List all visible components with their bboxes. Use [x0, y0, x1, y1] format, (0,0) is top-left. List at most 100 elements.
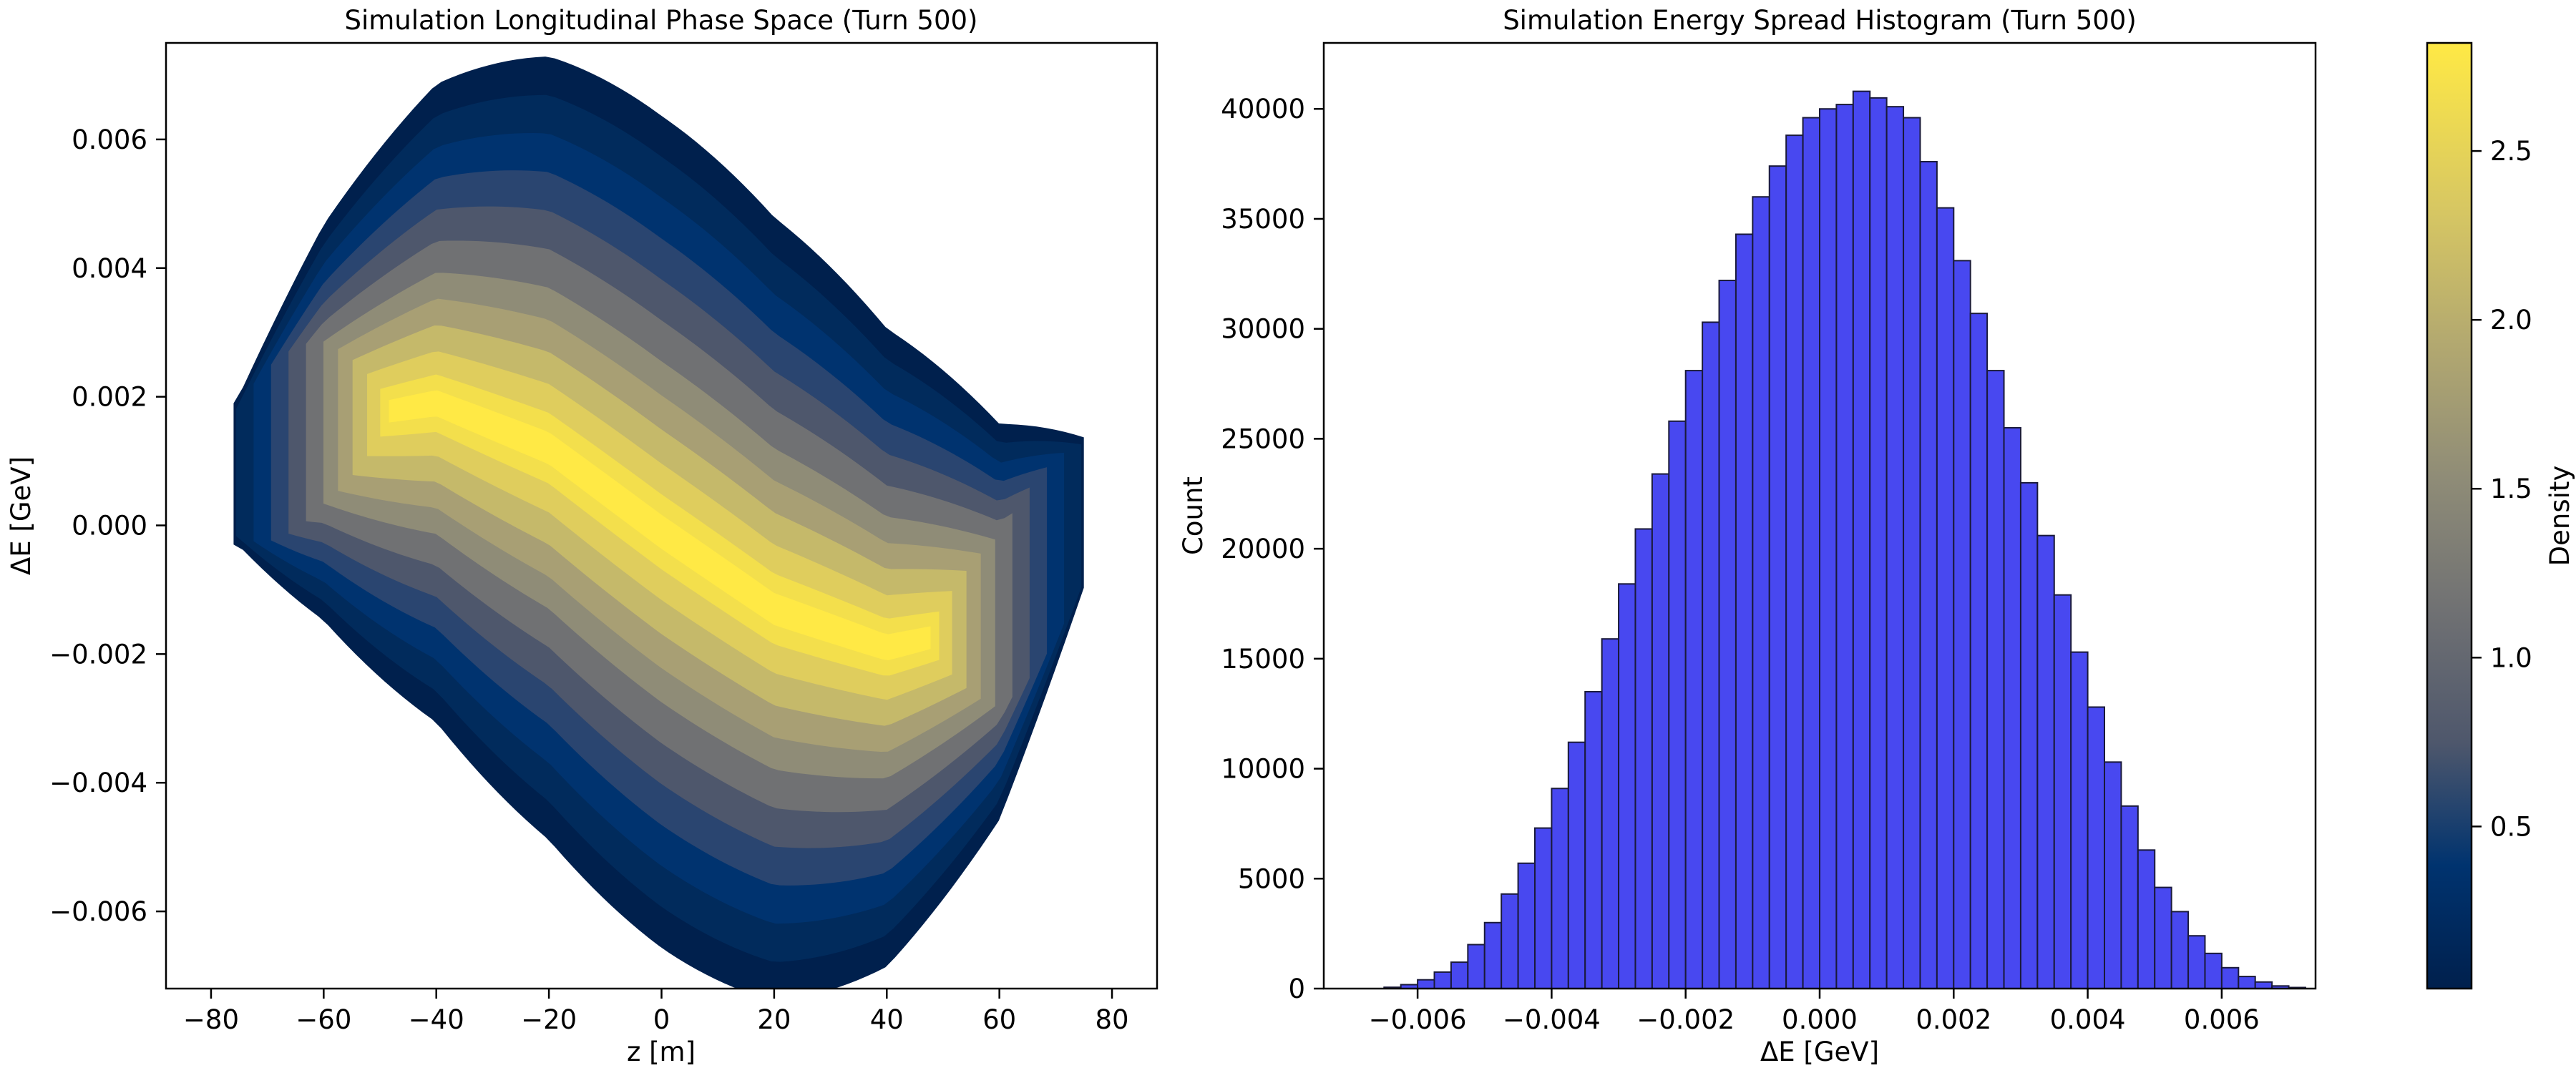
- histogram-y-tick-label: 0: [1288, 974, 1305, 1004]
- histogram-bar: [1835, 104, 1854, 989]
- histogram-x-tick-label: −0.004: [1503, 1004, 1601, 1035]
- histogram-y-axis: 0 5000 10000 15000 20000 25000 30000 35000 40000: [1221, 94, 1324, 1004]
- histogram-bar: [2204, 952, 2223, 990]
- histogram-x-tick-label: −0.002: [1636, 1004, 1735, 1035]
- histogram-bar: [1819, 108, 1838, 990]
- histogram-bar: [2120, 805, 2139, 989]
- histogram-y-tick-label: 15000: [1221, 644, 1305, 675]
- histogram-bar: [2170, 911, 2190, 990]
- histogram-bar: [1702, 321, 1720, 989]
- colorbar-gradient: [2426, 41, 2473, 990]
- phase-space-y-tick-label: 0.006: [72, 124, 147, 155]
- histogram-bar: [1551, 788, 1569, 989]
- histogram-y-tick-label: 35000: [1221, 204, 1305, 235]
- histogram-bar: [1651, 473, 1670, 989]
- histogram-bar: [1936, 207, 1955, 989]
- colorbar-tick-label: 0.5: [2490, 811, 2532, 842]
- histogram-y-tick-label: 20000: [1221, 534, 1305, 564]
- phase-space-x-axis: −80 −60 −40 −20 0 20 40 60 80: [183, 989, 1129, 1035]
- density-contour-level-12: [389, 390, 931, 661]
- colorbar-tick-label: 1.0: [2490, 642, 2532, 673]
- histogram-bar: [1433, 971, 1452, 990]
- histogram-bar: [2154, 886, 2172, 990]
- colorbar-label: Density: [2545, 466, 2575, 567]
- histogram-y-tick-label: 10000: [1221, 754, 1305, 785]
- phase-space-x-tick-label: −80: [183, 1004, 239, 1035]
- histogram-bar: [2053, 594, 2072, 989]
- colorbar: 0.5 1.0 1.5 2.0 2.5 Density: [2426, 41, 2575, 990]
- phase-space-y-axis-label: ΔE [GeV]: [6, 456, 36, 575]
- colorbar-tick-label: 1.5: [2490, 474, 2532, 504]
- histogram-bar: [1718, 280, 1737, 989]
- histogram-y-tick-label: 30000: [1221, 314, 1305, 345]
- histogram-bar: [1969, 313, 1989, 989]
- histogram-bar: [1852, 90, 1871, 989]
- histogram-x-tick-label: 0.004: [2050, 1004, 2126, 1035]
- phase-space-x-tick-label: 80: [1095, 1004, 1128, 1035]
- phase-space-y-axis: −0.006 −0.004 −0.002 0.000 0.002 0.004 0.006: [49, 124, 166, 927]
- histogram-bar: [2003, 427, 2021, 989]
- phase-space-x-tick-label: 20: [757, 1004, 791, 1035]
- histogram-bar: [1417, 979, 1435, 989]
- histogram-bar: [1634, 528, 1653, 989]
- phase-space-x-tick-label: −40: [409, 1004, 464, 1035]
- histogram-bars: [1383, 90, 2306, 990]
- histogram-x-tick-label: 0.002: [1916, 1004, 1991, 1035]
- histogram-bar: [1752, 196, 1770, 989]
- histogram-bar: [2238, 976, 2256, 989]
- histogram-bar: [2137, 849, 2156, 990]
- histogram-x-tick-label: 0.000: [1782, 1004, 1858, 1035]
- histogram-bar: [1802, 117, 1821, 989]
- phase-space-x-tick-label: 40: [870, 1004, 904, 1035]
- histogram-bar: [1684, 370, 1704, 989]
- phase-space-x-tick-label: −60: [296, 1004, 351, 1035]
- histogram-bar: [1467, 944, 1485, 989]
- histogram-bar: [1533, 827, 1553, 989]
- phase-space-y-tick-label: 0.000: [72, 510, 147, 541]
- histogram-bar: [2070, 651, 2089, 989]
- phase-space-y-tick-label: 0.004: [72, 253, 147, 284]
- colorbar-axis: 0.5 1.0 1.5 2.0 2.5: [2472, 136, 2532, 842]
- phase-space-x-tick-label: −20: [521, 1004, 577, 1035]
- histogram-bar: [1668, 420, 1687, 989]
- phase-space-title: Simulation Longitudinal Phase Space (Tur…: [344, 5, 977, 36]
- histogram-bar: [1785, 134, 1804, 989]
- histogram-bar: [1618, 583, 1636, 989]
- phase-space-x-axis-label: z [m]: [627, 1037, 696, 1067]
- histogram-y-tick-label: 5000: [1238, 863, 1305, 894]
- histogram-bar: [1903, 117, 1921, 989]
- histogram-bar: [1483, 921, 1503, 990]
- phase-space-y-tick-label: −0.002: [49, 639, 147, 670]
- histogram-bar: [1501, 893, 1519, 990]
- histogram-x-tick-label: −0.006: [1369, 1004, 1467, 1035]
- histogram-bar: [1953, 260, 1971, 989]
- phase-space-x-tick-label: 0: [653, 1004, 670, 1035]
- histogram-bar: [2036, 534, 2055, 989]
- histogram-bar: [1567, 741, 1586, 990]
- histogram-bar: [2104, 761, 2122, 989]
- phase-space-y-tick-label: −0.004: [49, 768, 147, 798]
- phase-space-y-tick-label: 0.002: [72, 382, 147, 413]
- phase-space-cloud: [233, 57, 1084, 989]
- histogram-bar: [1919, 161, 1938, 990]
- histogram-y-tick-label: 40000: [1221, 94, 1305, 124]
- histogram-panel: Simulation Energy Spread Histogram (Turn…: [1178, 5, 2317, 1067]
- histogram-title: Simulation Energy Spread Histogram (Turn…: [1503, 5, 2137, 36]
- histogram-bar: [2220, 966, 2240, 989]
- colorbar-tick-label: 2.5: [2490, 136, 2532, 167]
- histogram-bar: [1584, 690, 1603, 989]
- histogram-bar: [2187, 935, 2206, 990]
- histogram-bar: [1735, 233, 1754, 990]
- colorbar-tick-label: 2.0: [2490, 305, 2532, 335]
- phase-space-y-tick-label: −0.006: [49, 896, 147, 927]
- histogram-bar: [1885, 106, 1905, 990]
- histogram-x-axis-label: ΔE [GeV]: [1760, 1037, 1879, 1067]
- histogram-bar: [1986, 370, 2005, 989]
- histogram-bar: [1601, 638, 1620, 989]
- histogram-bar: [2254, 981, 2273, 989]
- histogram-bar: [1517, 862, 1536, 990]
- histogram-y-axis-label: Count: [1178, 476, 1209, 555]
- phase-space-panel: Simulation Longitudinal Phase Space (Tur…: [6, 5, 1158, 1067]
- histogram-x-tick-label: 0.006: [2184, 1004, 2260, 1035]
